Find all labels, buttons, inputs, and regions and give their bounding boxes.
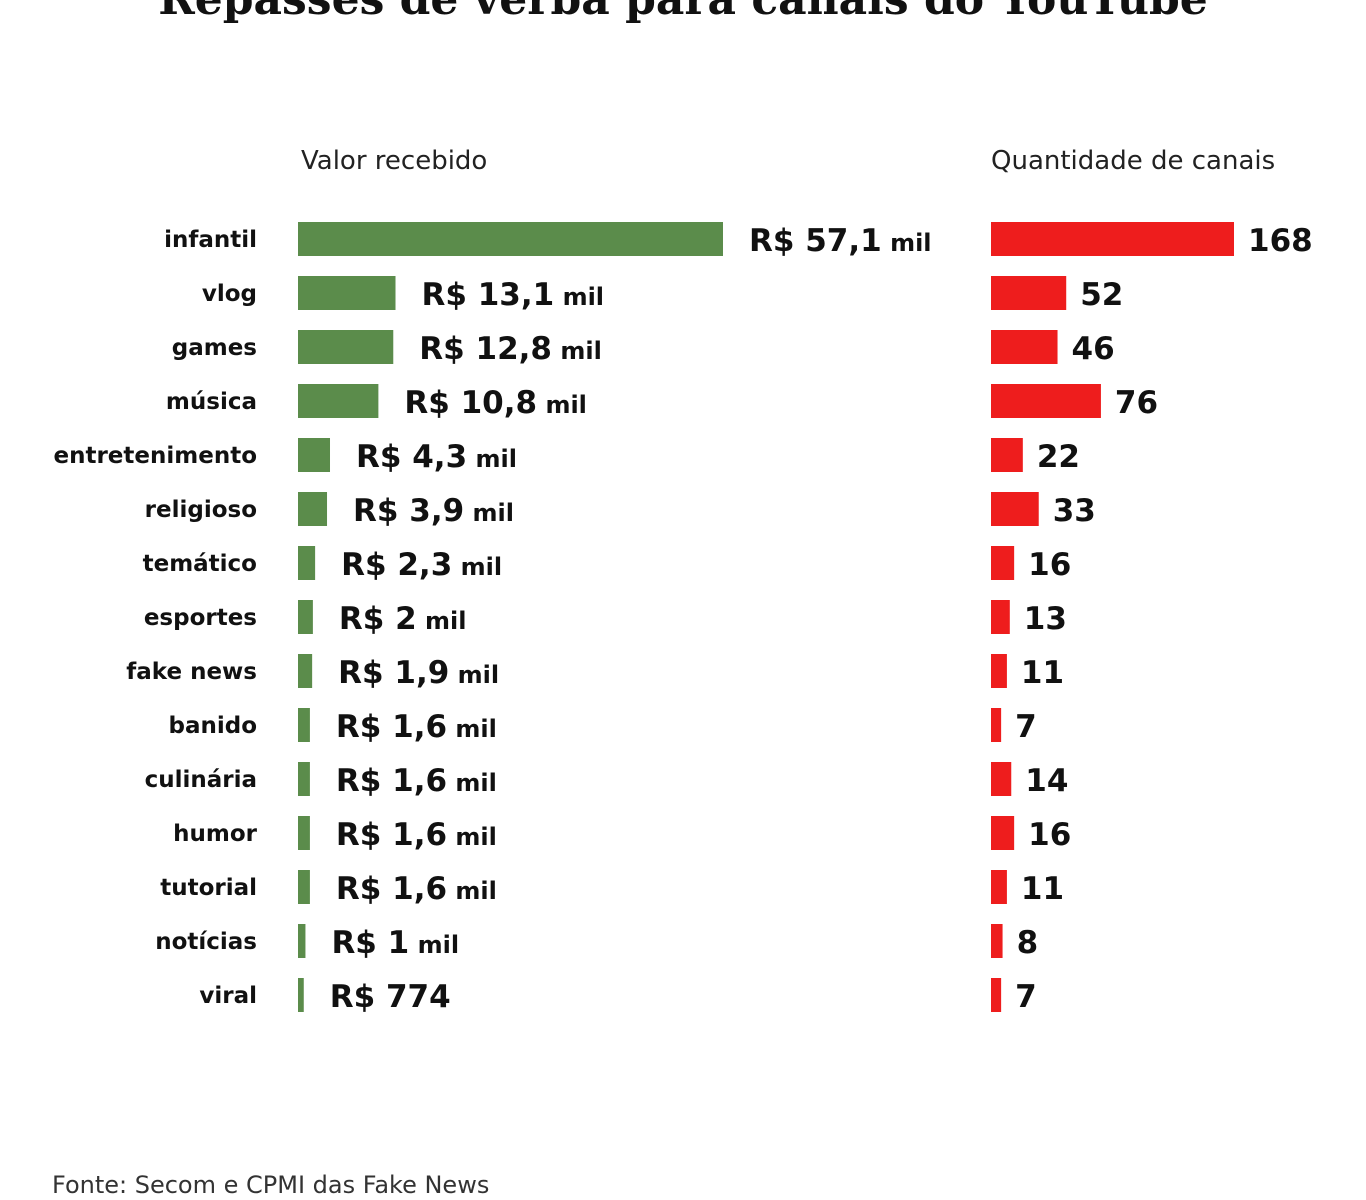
source-note: Fonte: Secom e CPMI das Fake News <box>52 1171 490 1199</box>
canais-bar <box>991 222 1234 256</box>
valor-value-label: R$ 1,6 mil <box>336 817 497 853</box>
category-label: música <box>166 389 257 415</box>
canais-value-label: 11 <box>1021 655 1064 691</box>
valor-bar <box>298 384 379 418</box>
valor-bar <box>298 816 310 850</box>
category-label: vlog <box>202 281 257 307</box>
category-label: tutorial <box>160 875 257 901</box>
category-label: banido <box>168 713 257 739</box>
valor-bar <box>298 546 316 580</box>
category-label: games <box>172 335 257 361</box>
valor-bar <box>298 870 310 904</box>
canais-value-label: 168 <box>1248 223 1313 259</box>
valor-value-label: R$ 1,6 mil <box>336 763 497 799</box>
canais-bar <box>991 600 1010 634</box>
canais-bar <box>991 438 1023 472</box>
canais-value-label: 16 <box>1028 817 1071 853</box>
valor-value-label: R$ 13,1 mil <box>422 277 605 313</box>
valor-bar <box>298 438 331 472</box>
valor-value-label: R$ 3,9 mil <box>353 493 514 529</box>
canais-value-label: 7 <box>1015 709 1037 745</box>
valor-bar <box>298 708 310 742</box>
canais-value-label: 16 <box>1028 547 1071 583</box>
valor-bar <box>298 492 328 526</box>
canais-bar <box>991 276 1067 310</box>
canais-bar <box>991 924 1003 958</box>
valor-value-label: R$ 2 mil <box>339 601 467 637</box>
valor-value-label: R$ 1,6 mil <box>336 871 497 907</box>
category-label: culinária <box>145 767 257 793</box>
valor-value-label: R$ 1,6 mil <box>336 709 497 745</box>
canais-value-label: 22 <box>1037 439 1080 475</box>
canais-value-label: 33 <box>1053 493 1096 529</box>
canais-bar <box>991 978 1002 1012</box>
canais-value-label: 14 <box>1025 763 1068 799</box>
valor-value-label: R$ 57,1 mil <box>749 223 932 259</box>
valor-value-label: R$ 12,8 mil <box>419 331 602 367</box>
canais-bar <box>991 762 1012 796</box>
canais-bar <box>991 870 1007 904</box>
category-label: infantil <box>164 227 257 253</box>
canais-bar <box>991 708 1002 742</box>
canais-panel-title: Quantidade de canais <box>991 146 1276 176</box>
category-label: esportes <box>144 605 257 631</box>
valor-value-label: R$ 1 mil <box>331 925 459 961</box>
canais-value-label: 7 <box>1015 979 1037 1015</box>
category-label: religioso <box>145 497 257 523</box>
valor-value-label: R$ 774 <box>330 979 451 1015</box>
valor-bar <box>298 762 310 796</box>
valor-bar <box>298 222 723 256</box>
valor-bar <box>298 654 313 688</box>
valor-bar <box>298 600 313 634</box>
valor-bar <box>298 978 304 1012</box>
valor-value-label: R$ 10,8 mil <box>404 385 587 421</box>
chart-title: Repasses de verba para canais do YouTube <box>0 0 1366 22</box>
valor-value-label: R$ 4,3 mil <box>356 439 517 475</box>
valor-bar <box>298 276 396 310</box>
canais-bar <box>991 816 1015 850</box>
category-label: temático <box>143 551 257 577</box>
canais-value-label: 52 <box>1080 277 1123 313</box>
canais-value-label: 46 <box>1072 331 1115 367</box>
category-label: entretenimento <box>54 443 258 469</box>
valor-panel-title: Valor recebido <box>301 146 488 176</box>
valor-bar <box>298 924 306 958</box>
canais-value-label: 13 <box>1024 601 1067 637</box>
canais-bar <box>991 384 1101 418</box>
category-label: humor <box>173 821 258 847</box>
valor-value-label: R$ 1,9 mil <box>338 655 499 691</box>
category-label: notícias <box>155 929 257 955</box>
canais-bar <box>991 654 1007 688</box>
canais-value-label: 76 <box>1115 385 1158 421</box>
canais-value-label: 11 <box>1021 871 1064 907</box>
canais-bar <box>991 546 1015 580</box>
valor-bar <box>298 330 394 364</box>
valor-value-label: R$ 2,3 mil <box>341 547 502 583</box>
category-label: fake news <box>126 659 257 685</box>
canais-value-label: 8 <box>1017 925 1039 961</box>
category-label: viral <box>199 983 257 1009</box>
canais-bar <box>991 492 1039 526</box>
canais-bar <box>991 330 1058 364</box>
